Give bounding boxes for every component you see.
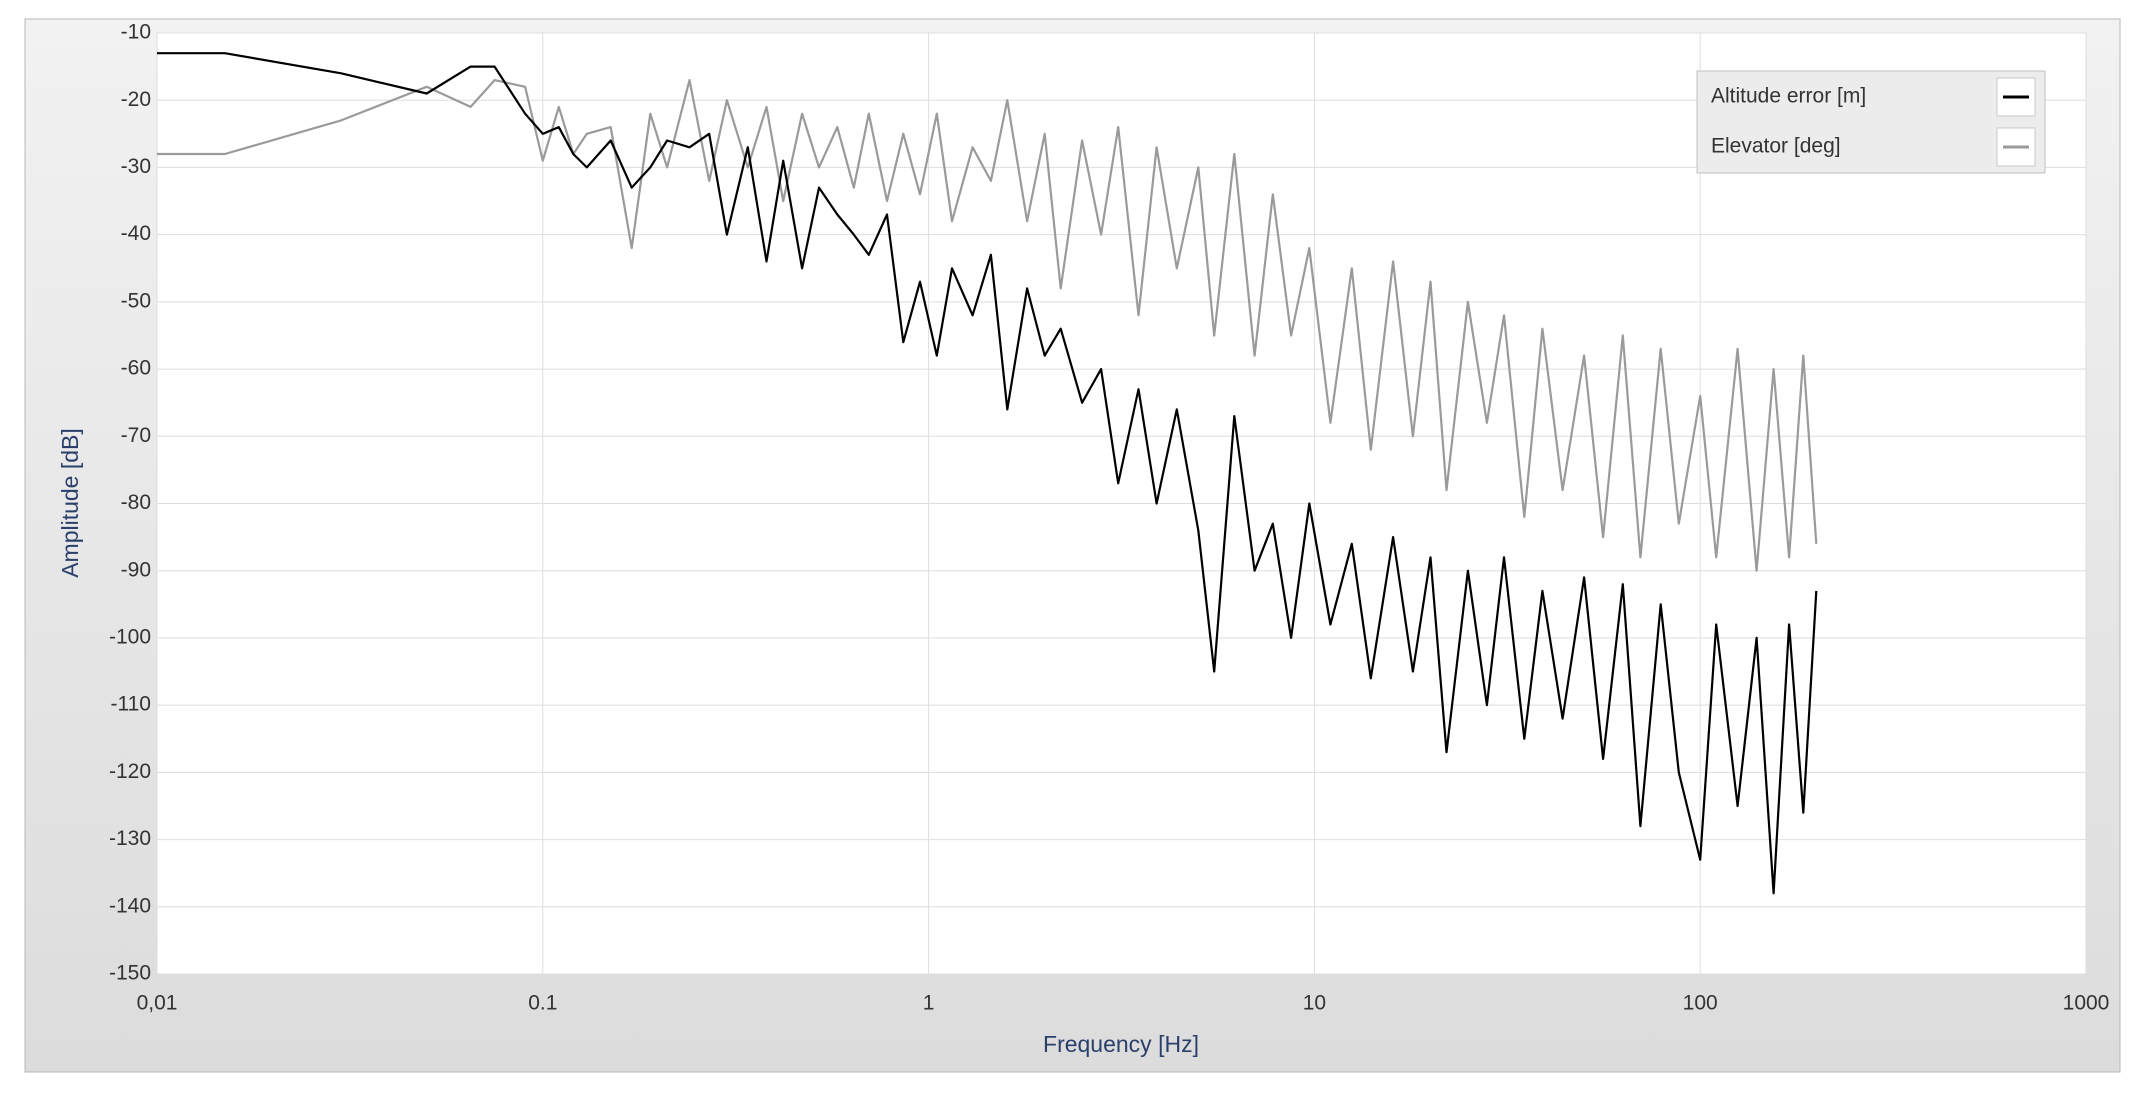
x-tick-label: 1000 [2063,992,2110,1015]
legend-label: Elevator [deg] [1711,135,1841,158]
y-tick-label: -140 [109,894,151,917]
y-tick-label: -110 [111,693,151,716]
y-tick-label: -20 [121,88,151,111]
y-axis-title: Amplitude [dB] [57,428,83,578]
y-tick-label: -130 [109,827,151,850]
y-tick-label: -70 [121,424,151,447]
y-tick-label: -40 [121,222,151,245]
x-axis-title: Frequency [Hz] [1043,1031,1199,1057]
y-tick-label: -60 [121,357,151,380]
legend: Altitude error [m] Elevator [deg] [1696,70,2046,174]
x-tick-label: 10 [1303,992,1326,1015]
legend-label: Altitude error [m] [1711,85,1866,108]
y-tick-label: -90 [121,558,151,581]
x-tick-label: 1 [923,992,935,1015]
x-tick-label: 100 [1683,992,1718,1015]
series-line [157,52,1818,895]
x-tick-label: 0.1 [528,992,557,1015]
y-tick-label: -150 [109,962,151,985]
y-tick-label: -50 [121,289,151,312]
y-tick-label: -80 [121,491,151,514]
y-tick-label: -100 [109,625,151,648]
y-tick-label: -120 [109,760,151,783]
series-line [157,79,1818,572]
y-tick-label: -10 [121,21,151,44]
y-tick-label: -30 [121,155,151,178]
x-tick-label: 0,01 [137,992,178,1015]
legend-box [1696,70,2046,174]
